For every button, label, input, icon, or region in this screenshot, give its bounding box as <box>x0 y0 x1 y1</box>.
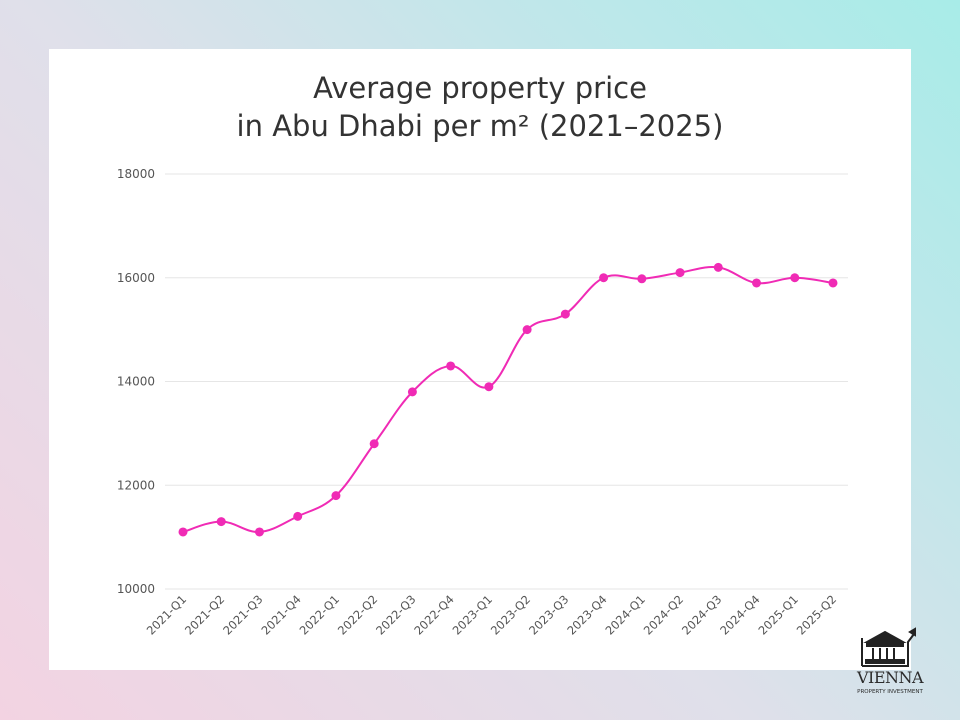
y-tick-label: 10000 <box>117 582 155 596</box>
x-tick-label: 2021-Q4 <box>258 592 303 637</box>
data-point <box>828 278 838 288</box>
x-tick-label: 2024-Q4 <box>717 592 762 637</box>
chart-title: Average property price in Abu Dhabi per … <box>49 69 911 145</box>
x-tick-label: 2022-Q3 <box>373 592 418 637</box>
x-tick-label: 2023-Q3 <box>526 592 571 637</box>
chart-title-line-2: in Abu Dhabi per m² (2021–2025) <box>236 109 724 143</box>
y-tick-label: 12000 <box>117 478 155 492</box>
data-point <box>293 511 303 521</box>
y-tick-label: 18000 <box>117 167 155 181</box>
data-point <box>713 262 723 272</box>
data-point <box>369 439 379 449</box>
x-tick-label: 2025-Q2 <box>794 592 839 637</box>
data-point <box>522 325 532 335</box>
data-point <box>254 527 264 537</box>
data-point <box>484 382 494 392</box>
x-tick-label: 2025-Q1 <box>755 592 800 637</box>
data-point <box>752 278 762 288</box>
x-tick-label: 2021-Q1 <box>144 592 189 637</box>
x-tick-label: 2022-Q2 <box>335 592 380 637</box>
data-point <box>790 273 800 283</box>
x-tick-label: 2024-Q2 <box>641 592 686 637</box>
x-tick-label: 2022-Q1 <box>297 592 342 637</box>
x-tick-label: 2022-Q4 <box>411 592 456 637</box>
x-tick-label: 2023-Q1 <box>450 592 495 637</box>
data-point <box>599 273 609 283</box>
data-point <box>637 274 647 284</box>
data-point <box>675 268 685 278</box>
vienna-logo: VIENNA PROPERTY INVESTMENT <box>840 626 940 706</box>
building-chart-icon <box>861 627 916 667</box>
y-tick-label: 16000 <box>117 271 155 285</box>
logo-tagline: PROPERTY INVESTMENT <box>857 689 923 695</box>
logo-name: VIENNA <box>856 668 924 687</box>
data-point <box>407 387 417 397</box>
y-tick-label: 14000 <box>117 375 155 389</box>
x-tick-label: 2024-Q1 <box>603 592 648 637</box>
data-point <box>560 309 570 319</box>
data-point <box>178 527 188 537</box>
x-tick-label: 2024-Q3 <box>679 592 724 637</box>
chart-card: Average property price in Abu Dhabi per … <box>49 49 911 670</box>
x-tick-label: 2023-Q4 <box>564 592 609 637</box>
data-point <box>446 361 456 371</box>
x-tick-label: 2021-Q2 <box>182 592 227 637</box>
x-tick-label: 2021-Q3 <box>220 592 265 637</box>
series-line <box>182 265 834 533</box>
data-point <box>216 517 226 527</box>
x-tick-label: 2023-Q2 <box>488 592 533 637</box>
chart-title-line-1: Average property price <box>313 71 647 105</box>
data-point <box>331 491 341 501</box>
